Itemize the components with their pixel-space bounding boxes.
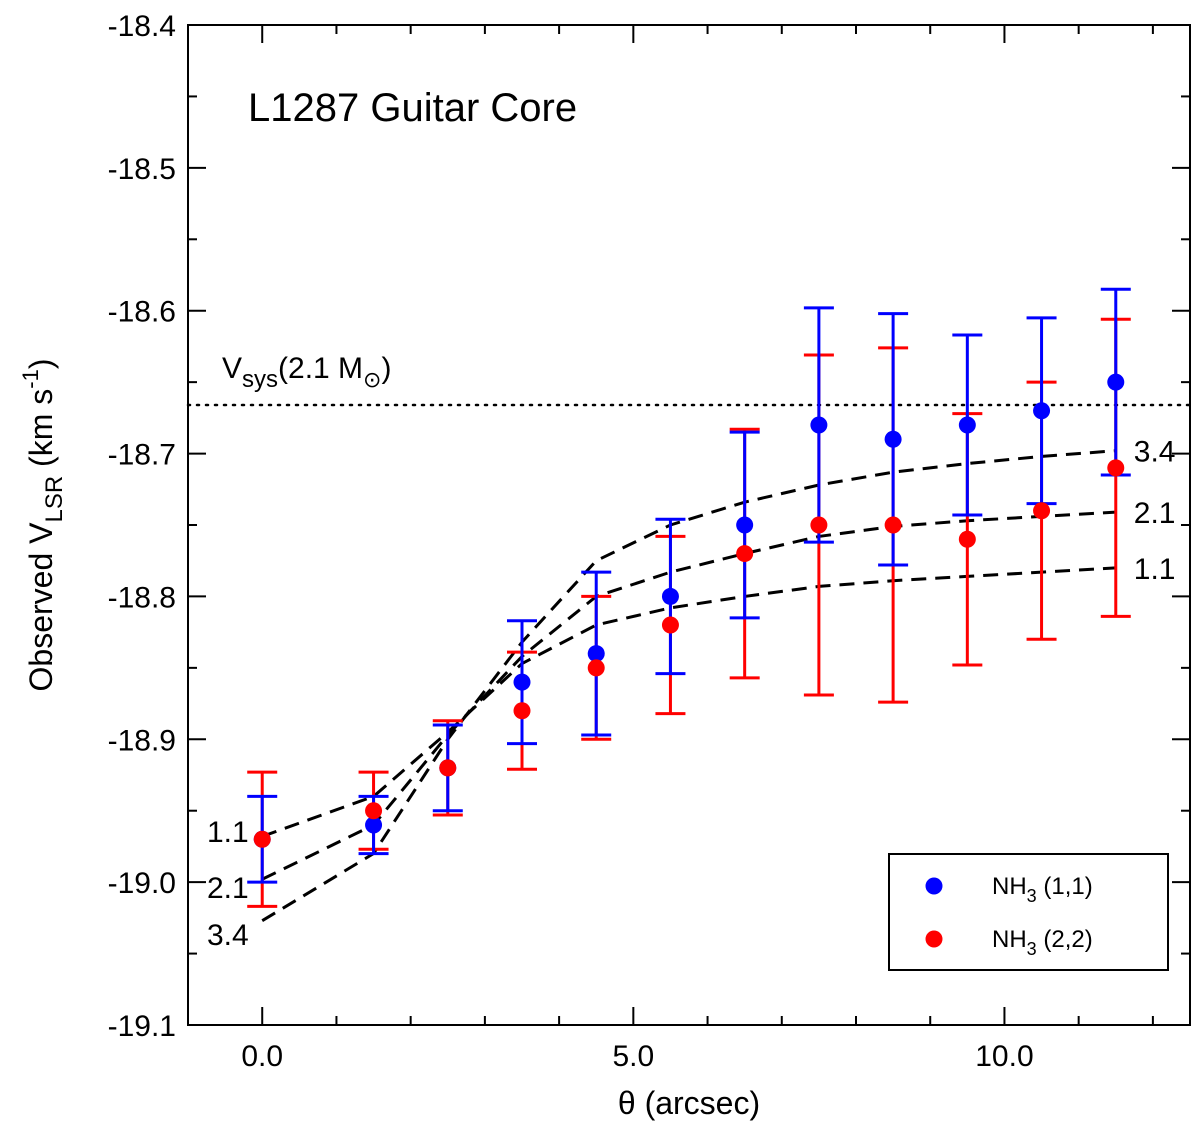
curve-end-label: 3.4 [1134,436,1176,469]
data-point [439,759,457,777]
data-point [587,645,605,663]
text-layer: L1287 Guitar Core -18.4 -18.5 -18.6 -18.7 -1… [18,10,1175,1121]
y-tick-label: -18.8 [108,581,176,614]
model-curve-1.1 [261,566,1116,838]
data-point [736,545,754,563]
data-point [1107,459,1125,477]
model-curve-2.1 [261,510,1116,881]
data-point [810,516,828,534]
y-axis-title-subscript: LSR [41,476,68,523]
curve-end-label: 2.1 [1134,497,1176,530]
data-point [884,430,902,448]
data-point [661,616,679,634]
curve-start-label: 1.1 [207,816,249,849]
data-point [1033,502,1051,520]
data-point [1107,373,1125,391]
model-curve-3.4 [261,449,1116,922]
curve-start-label: 2.1 [207,872,249,905]
data-point [661,587,679,605]
vsys-label-mass: (2.1 M [278,352,363,385]
data-point [736,516,754,534]
legend-label-suffix: (2,2) [1037,926,1093,953]
legend: NH3 (1,1)NH3 (2,2) [888,853,1169,971]
data-point [958,530,976,548]
chart-title: L1287 Guitar Core [248,86,577,130]
data-point [958,416,976,434]
vsys-label-solar-symbol: ⊙ [363,367,381,392]
data-point [253,830,271,848]
legend-marker [925,877,943,895]
legend-box [888,853,1169,971]
data-point [810,416,828,434]
y-tick-label: -18.6 [108,296,176,329]
vsys-label: Vsys(2.1 M⊙) [222,352,391,393]
y-tick-label: -18.4 [108,10,176,43]
y-tick-label: -18.9 [108,724,176,757]
x-axis-title: θ (arcsec) [618,1085,760,1121]
data-point [513,673,531,691]
vsys-label-v: V [222,352,242,385]
legend-marker [925,930,943,948]
data-point [513,702,531,720]
y-axis-title-unit: (km s [23,389,59,476]
y-tick-label: -19.1 [108,1010,176,1043]
y-axis-title-close: ) [23,359,59,370]
model-curves-layer [261,449,1116,922]
axes-layer [187,24,1191,1026]
legend-label-suffix: (1,1) [1037,873,1093,900]
data-point [1033,402,1051,420]
data-points-layer [253,373,1125,848]
curve-end-label: 1.1 [1134,553,1176,586]
x-tick-label: 5.0 [612,1040,654,1073]
legend-label: NH3 (2,2) [992,926,1093,959]
x-tick-label: 0.0 [241,1040,283,1073]
data-point [365,816,383,834]
y-tick-label: -19.0 [108,867,176,900]
legend-label-subscript: 3 [1027,939,1037,959]
legend-label-prefix: NH [992,873,1027,900]
legend-label-prefix: NH [992,926,1027,953]
x-tick-label: 10.0 [975,1040,1033,1073]
legend-label: NH3 (1,1) [992,873,1093,906]
data-point [884,516,902,534]
vsys-label-close: ) [381,352,391,385]
data-point [365,802,383,820]
data-point [587,659,605,677]
y-tick-label: -18.7 [108,439,176,472]
y-axis-title-prefix: Observed V [23,522,59,692]
legend-label-subscript: 3 [1027,886,1037,906]
y-tick-label: -18.5 [108,153,176,186]
y-axis-title-superscript: -1 [18,369,43,389]
vsys-label-subscript: sys [242,366,278,393]
curve-start-label: 3.4 [207,919,249,952]
y-axis-title: Observed VLSR (km s-1) [18,359,68,692]
